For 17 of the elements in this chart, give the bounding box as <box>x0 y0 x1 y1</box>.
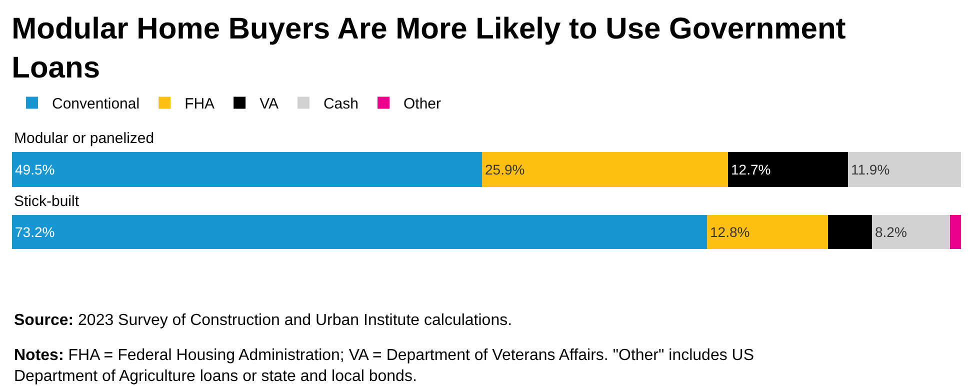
data-label: 73.2% <box>15 224 55 240</box>
data-label: 12.8% <box>710 224 750 240</box>
text: Notes: FHA = Federal Housing Administration; VA = Department of Veterans Affairs. "Other" includes US Department of Agriculture loans or state and local bonds. <box>14 347 754 385</box>
source-note: Source: 2023 Survey of Construction and Urban Institute calculations. <box>14 312 512 329</box>
legend-label: FHA <box>184 96 215 113</box>
legend-label: Conventional <box>52 96 140 113</box>
legend-label: VA <box>260 96 278 113</box>
data-label: 25.9% <box>485 162 525 178</box>
data-label: 8.2% <box>875 224 907 240</box>
data-label: 11.9% <box>851 162 890 178</box>
legend-label: Cash <box>323 96 358 113</box>
data-label: 49.5% <box>15 162 55 178</box>
y-tick-label: Stick-built <box>14 193 80 210</box>
legend-label: Other <box>404 96 442 113</box>
y-tick-label: Modular or panelized <box>14 130 154 147</box>
chart-title: Modular Home Buyers Are More Likely to Use Government Loans <box>12 12 846 85</box>
data-label: 12.7% <box>731 162 771 178</box>
